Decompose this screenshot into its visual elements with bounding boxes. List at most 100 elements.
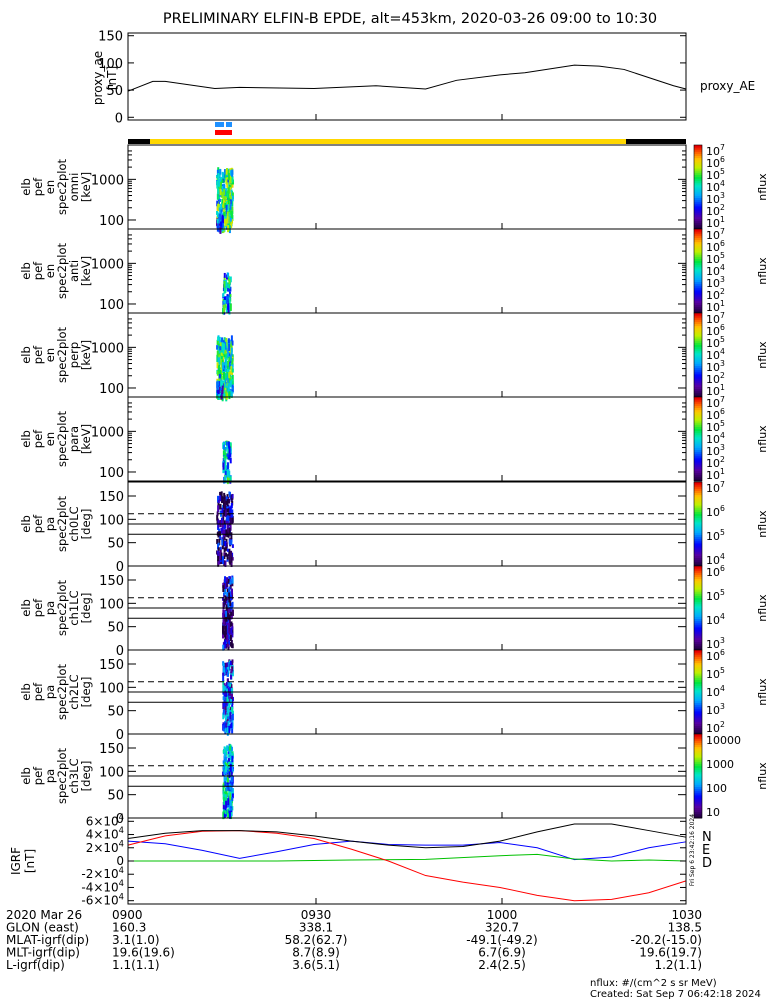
spectra-cell	[217, 336, 220, 341]
colorbar-segment	[694, 403, 702, 406]
colorbar-segment	[694, 224, 702, 228]
footer-row-label: 2020 Mar 26	[6, 908, 82, 922]
colorbar-segment	[694, 748, 702, 752]
pitch-cell	[228, 792, 231, 797]
spectra-cell	[218, 336, 221, 345]
spectra-cell	[218, 216, 221, 221]
pitch-cell	[229, 706, 232, 710]
pitch-cell	[216, 514, 219, 521]
ae-ytick-label: 150	[98, 30, 123, 45]
spectra-cell	[230, 210, 233, 219]
colorbar-segment	[694, 637, 702, 640]
pitch-cell	[228, 716, 231, 723]
colorbar-segment	[694, 643, 702, 647]
colorbar-segment	[694, 656, 702, 659]
footer-value: 0900	[112, 908, 143, 922]
flag-red	[215, 130, 232, 135]
spectra-cell	[229, 453, 232, 458]
units-note: nflux: #/(cm^2 s sr MeV)	[590, 978, 717, 989]
pitch-cell	[222, 790, 225, 795]
spectra-cell	[231, 195, 234, 202]
spectra-cell	[224, 467, 227, 474]
spectra-cell	[216, 193, 219, 200]
spectra-cell	[225, 169, 228, 176]
created-stamp: Created: Sat Sep 7 06:42:18 2024	[590, 989, 761, 1000]
pitch-cell	[223, 622, 226, 630]
colorbar-segment	[694, 721, 702, 724]
colorbar-segment	[694, 384, 702, 387]
footer-value: 58.2(62.7)	[285, 933, 348, 947]
spectra-cell	[217, 188, 220, 195]
spectra-cell	[222, 203, 225, 209]
colorbar-segment	[694, 321, 702, 324]
pitch-cell	[231, 661, 234, 669]
pitch-cell	[224, 560, 227, 567]
pitch-cell	[222, 534, 225, 542]
pitch-cell	[223, 722, 226, 729]
footer-row-label: MLAT-igrf(dip)	[6, 933, 89, 947]
colorbar-segment	[694, 302, 702, 306]
pitch-ytick-label: 150	[99, 742, 124, 757]
colorbar-segment	[694, 306, 702, 310]
colorbar-segment	[694, 256, 702, 259]
colorbar-segment	[694, 532, 702, 535]
pitch-cell	[230, 761, 233, 766]
colorbar-tick-label: 105	[706, 666, 725, 681]
spectra-cell	[219, 370, 222, 378]
pitch-cell	[225, 718, 228, 722]
pitch-cell	[227, 643, 230, 648]
colorbar-segment	[694, 780, 702, 783]
colorbar-segment	[694, 285, 702, 289]
spectra-cell	[229, 187, 232, 193]
colorbar-segment	[694, 462, 702, 465]
pitch-cell	[229, 660, 232, 666]
pitch-cell	[217, 547, 220, 552]
colorbar-segment	[694, 490, 702, 493]
pitch-cell	[227, 758, 230, 762]
pitch-cell	[224, 641, 227, 648]
pitch-ytick-label: 0	[116, 644, 124, 659]
colorbar-segment	[694, 807, 702, 811]
spectra-cell	[223, 304, 226, 313]
spectra-cell	[222, 365, 225, 372]
ae-ytick-label: 0	[115, 111, 123, 126]
colorbar-segment	[694, 563, 702, 567]
spectra-cell	[222, 469, 225, 474]
pitch-cell	[219, 535, 222, 541]
spectra-cell	[220, 191, 223, 198]
spectra-cell	[217, 389, 220, 396]
pitch-cell	[220, 527, 223, 534]
spectra-cell	[220, 382, 223, 388]
pitch-cell	[223, 547, 226, 553]
pitch-cell	[230, 674, 233, 680]
pitch-cell	[222, 672, 225, 676]
colorbar-segment	[694, 578, 702, 582]
pitch-cell	[223, 613, 226, 620]
colorbar-segment	[694, 601, 702, 605]
spectra-cell	[221, 185, 224, 190]
colorbar-segment	[694, 484, 702, 487]
panel-ylabel-line: elb	[19, 683, 33, 701]
ae-frame	[127, 32, 687, 121]
pitch-cell	[225, 632, 228, 636]
pitch-cell	[226, 763, 229, 769]
pitch-cell	[230, 684, 233, 688]
pitch-cell	[228, 639, 231, 646]
spectra-cell	[217, 203, 220, 208]
colorbar-segment	[694, 382, 702, 385]
spectra-cell	[221, 171, 224, 180]
pitch-cell	[222, 784, 225, 791]
spectra-cell	[228, 339, 231, 344]
pitch-cell	[221, 545, 224, 550]
colorbar-segment	[694, 388, 702, 392]
spectra-cell	[231, 340, 234, 346]
colorbar-segment	[694, 271, 702, 274]
pitch-cell	[227, 763, 230, 771]
colorbar-segment	[694, 524, 702, 527]
panel-ylabel-line: spec2plot	[55, 495, 69, 552]
pitch-cell	[222, 644, 225, 651]
spectra-cell	[219, 346, 222, 351]
colorbar-segment	[694, 631, 702, 634]
panel-ylabel-line: pef	[31, 514, 45, 533]
spectra-cell	[216, 169, 219, 176]
